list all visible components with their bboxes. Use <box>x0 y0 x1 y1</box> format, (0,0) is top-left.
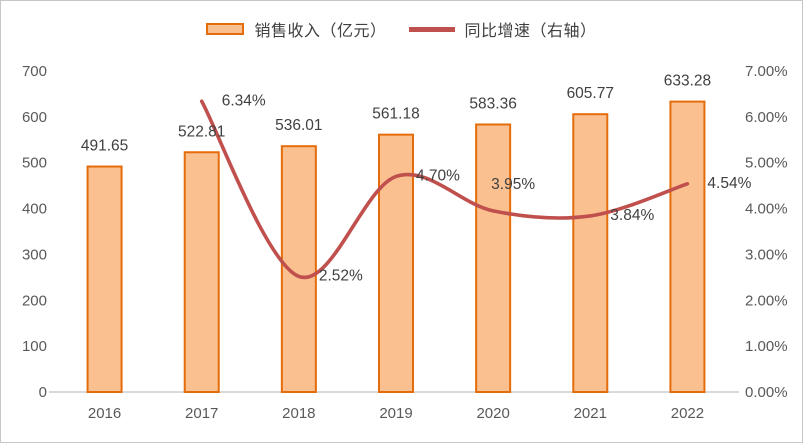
legend-item-growth: 同比增速（右轴） <box>408 17 597 41</box>
right-axis-tick-label: 0.00% <box>745 384 788 401</box>
left-axis-tick-label: 200 <box>22 292 47 309</box>
right-axis-tick-label: 7.00% <box>745 63 788 80</box>
bar-value-label: 583.36 <box>469 95 516 112</box>
bar-2017 <box>183 151 220 393</box>
left-axis-tick-label: 600 <box>22 109 47 126</box>
bar-value-label: 522.81 <box>178 123 225 140</box>
bar-2020 <box>475 123 512 394</box>
left-axis-tick-label: 100 <box>22 338 47 355</box>
left-axis-tick-label: 300 <box>22 246 47 263</box>
left-axis-tick-label: 700 <box>22 63 47 80</box>
line-value-label: 4.70% <box>416 167 460 184</box>
legend-item-revenue: 销售收入（亿元） <box>206 17 386 41</box>
right-axis-tick-label: 6.00% <box>745 109 788 126</box>
x-axis-category-label: 2019 <box>379 405 412 422</box>
right-axis-tick-label: 5.00% <box>745 155 788 172</box>
legend-label-revenue: 销售收入（亿元） <box>254 23 387 40</box>
line-series-swatch-icon <box>408 26 455 32</box>
left-axis-tick-label: 500 <box>22 155 47 172</box>
line-value-label: 2.52% <box>319 267 363 284</box>
bar-value-label: 536.01 <box>275 117 322 134</box>
legend-label-growth: 同比增速（右轴） <box>464 23 597 40</box>
line-value-label: 6.34% <box>222 92 266 109</box>
right-axis-tick-label: 3.00% <box>745 246 788 263</box>
line-value-label: 3.95% <box>491 176 535 193</box>
bar-value-label: 605.77 <box>567 85 614 102</box>
right-axis-tick-label: 1.00% <box>745 338 788 355</box>
bar-2022 <box>669 100 706 393</box>
line-value-label: 3.84% <box>610 207 654 224</box>
bar-value-label: 561.18 <box>372 106 419 123</box>
right-axis-tick-label: 2.00% <box>745 292 788 309</box>
x-axis-category-label: 2018 <box>282 405 315 422</box>
x-axis-category-label: 2021 <box>574 405 607 422</box>
x-axis-category-label: 2020 <box>476 405 509 422</box>
bar-series-swatch-icon <box>206 23 245 35</box>
x-axis-category-label: 2022 <box>671 405 704 422</box>
bar-value-label: 491.65 <box>81 138 128 155</box>
bar-value-label: 633.28 <box>664 73 711 90</box>
bar-2018 <box>280 145 317 393</box>
bar-2016 <box>86 165 123 393</box>
growth-line <box>199 99 690 280</box>
left-axis-tick-label: 0 <box>39 384 47 401</box>
line-value-label: 4.54% <box>707 175 751 192</box>
x-axis-category-label: 2017 <box>185 405 218 422</box>
chart-legend: 销售收入（亿元） 同比增速（右轴） <box>1 17 802 41</box>
x-axis-category-label: 2016 <box>88 405 121 422</box>
bar-2021 <box>572 113 609 394</box>
right-axis-tick-label: 4.00% <box>745 201 788 218</box>
left-axis-tick-label: 400 <box>22 201 47 218</box>
